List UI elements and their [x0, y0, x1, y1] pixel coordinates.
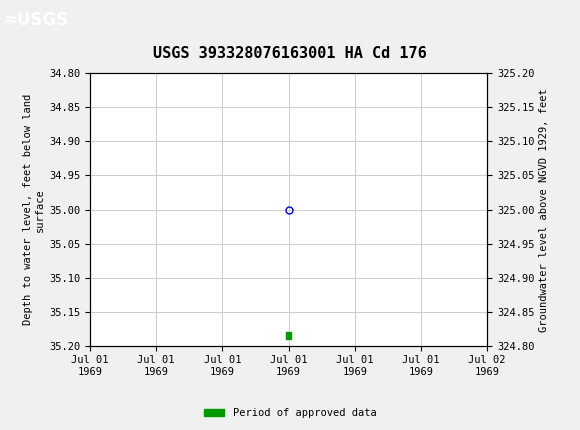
- Bar: [286, 332, 291, 339]
- Text: ≈USGS: ≈USGS: [3, 12, 68, 29]
- Y-axis label: Depth to water level, feet below land
surface: Depth to water level, feet below land su…: [23, 94, 45, 325]
- Y-axis label: Groundwater level above NGVD 1929, feet: Groundwater level above NGVD 1929, feet: [539, 88, 549, 332]
- Text: USGS 393328076163001 HA Cd 176: USGS 393328076163001 HA Cd 176: [153, 46, 427, 61]
- Legend: Period of approved data: Period of approved data: [200, 404, 380, 423]
